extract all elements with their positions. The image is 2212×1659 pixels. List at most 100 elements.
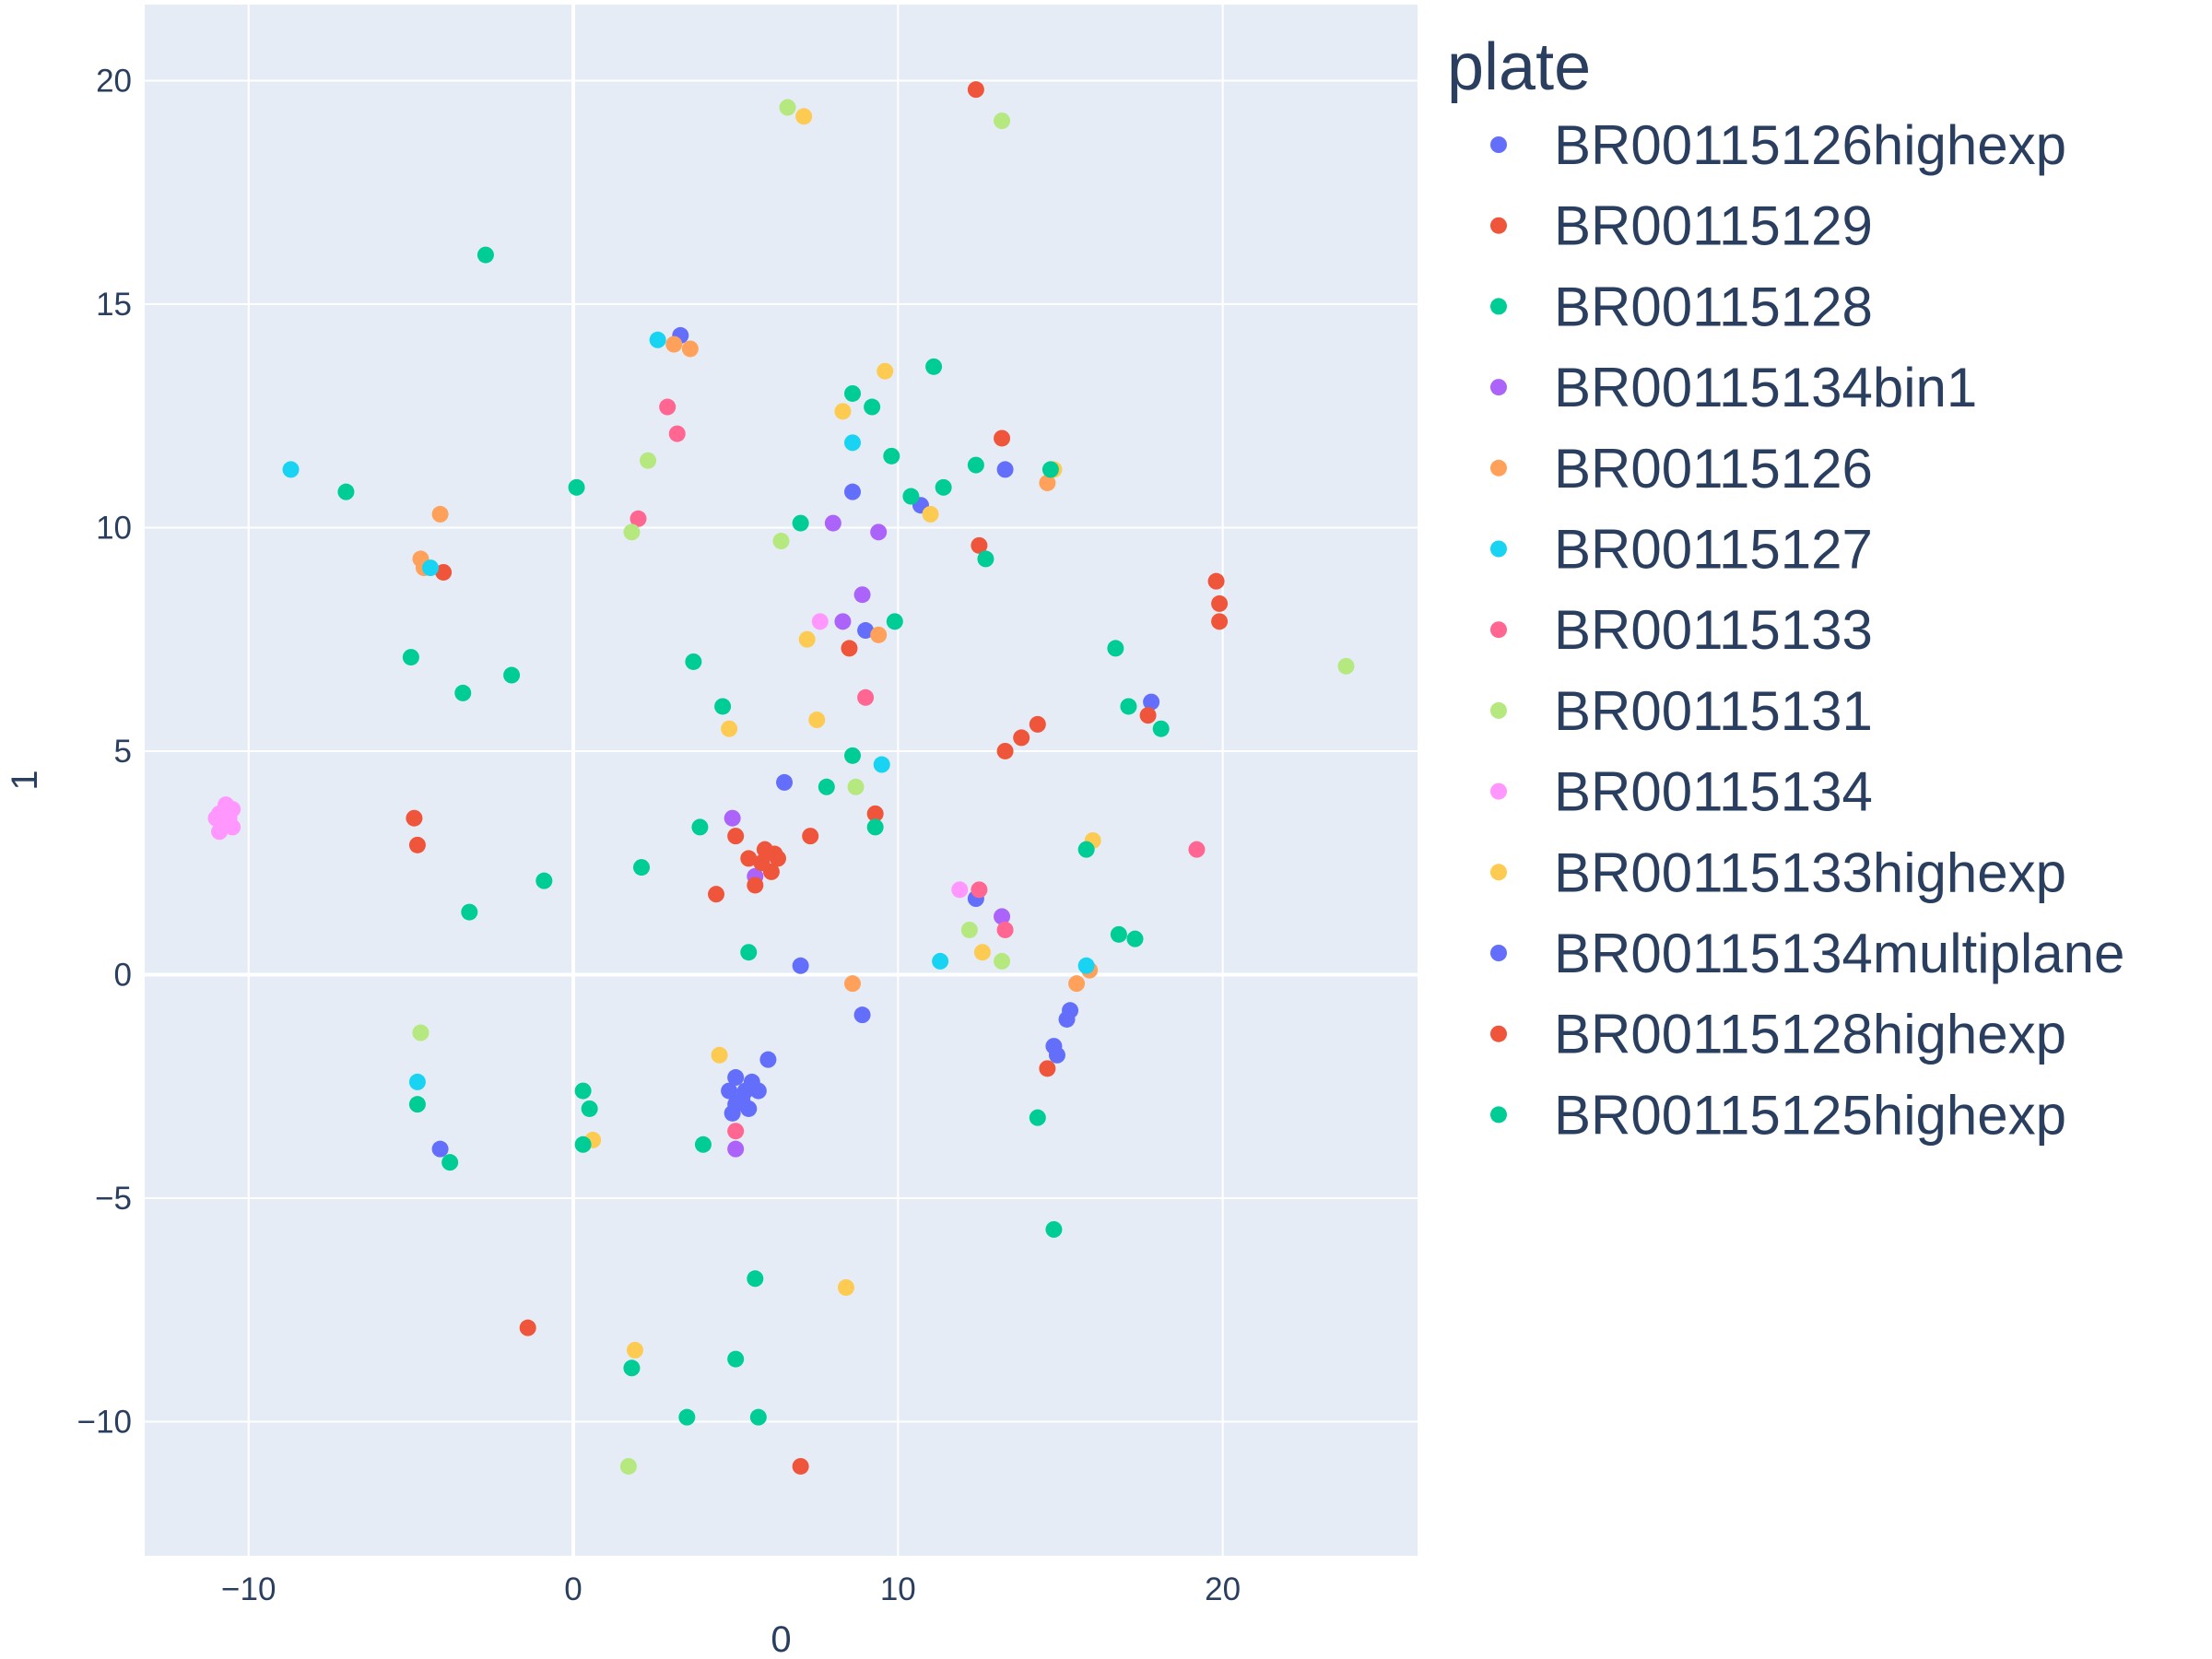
- data-point: [629, 510, 647, 527]
- legend-items[interactable]: BR00115126highexp BR00115129 BR00115128 BR0…: [1490, 114, 2124, 1146]
- data-point: [581, 1100, 598, 1117]
- data-point: [925, 358, 943, 375]
- legend-item[interactable]: BR00115131: [1490, 680, 1873, 742]
- data-point: [922, 505, 939, 523]
- legend-label: BR00115127: [1554, 519, 1873, 581]
- data-point: [668, 425, 686, 442]
- data-point: [678, 1408, 696, 1426]
- legend-label: BR00115126: [1554, 438, 1873, 500]
- data-point: [659, 398, 677, 416]
- legend-marker: [1490, 540, 1507, 558]
- data-point: [740, 1100, 758, 1117]
- legend-item[interactable]: BR00115126highexp: [1490, 114, 2066, 176]
- series-5: [282, 331, 1095, 1090]
- series-1: [406, 81, 1229, 1077]
- legend-marker: [1490, 1106, 1507, 1124]
- data-point: [218, 796, 235, 814]
- data-point: [798, 630, 816, 648]
- data-point: [337, 483, 355, 500]
- x-tick-label: −10: [221, 1571, 276, 1607]
- data-point: [461, 903, 478, 921]
- data-point: [1188, 841, 1206, 858]
- legend[interactable]: plate BR00115126highexpBR00115129BR00115…: [1447, 30, 2124, 1146]
- data-point: [1039, 474, 1056, 491]
- x-tick-labels: −10 0 10 20: [221, 1571, 1241, 1607]
- data-point: [441, 1154, 459, 1171]
- legend-item[interactable]: BR00115125highexp: [1490, 1084, 2066, 1146]
- legend-label: BR00115126highexp: [1554, 114, 2066, 176]
- legend-item[interactable]: BR00115127: [1490, 519, 1873, 581]
- data-point: [1152, 720, 1170, 737]
- data-point: [834, 613, 852, 630]
- y-tick-label: 10: [96, 510, 132, 546]
- data-point: [1211, 594, 1229, 612]
- data-point: [724, 1104, 741, 1122]
- y-axis-title: 1: [5, 770, 45, 790]
- data-point: [853, 1006, 871, 1024]
- legend-label: BR00115134: [1554, 761, 1873, 823]
- data-point: [837, 1278, 854, 1296]
- legend-label: BR00115131: [1554, 680, 1873, 742]
- data-point: [886, 613, 903, 630]
- data-point: [282, 461, 300, 478]
- data-point: [727, 1140, 745, 1158]
- data-point: [759, 1051, 777, 1068]
- data-point: [431, 1140, 449, 1158]
- data-point: [802, 828, 819, 845]
- data-point: [1077, 841, 1095, 858]
- data-point: [477, 246, 494, 264]
- data-point: [435, 563, 453, 581]
- series-2: [337, 246, 1063, 1426]
- legend-item[interactable]: BR00115129: [1490, 195, 1873, 257]
- data-point: [877, 362, 894, 380]
- data-point: [740, 944, 758, 961]
- data-point: [1013, 729, 1030, 747]
- data-point: [1207, 572, 1225, 590]
- data-point: [623, 1359, 641, 1377]
- data-point: [932, 952, 949, 970]
- data-point: [727, 1123, 745, 1140]
- data-point: [857, 622, 875, 640]
- data-point: [811, 613, 829, 630]
- data-points: [207, 81, 1355, 1475]
- data-point: [996, 742, 1014, 759]
- data-point: [408, 1073, 426, 1090]
- data-point: [721, 720, 738, 737]
- legend-item[interactable]: BR00115133: [1490, 599, 1873, 661]
- data-point: [841, 640, 858, 657]
- y-tick-label: −10: [77, 1404, 132, 1440]
- data-point: [412, 1024, 429, 1041]
- data-point: [902, 488, 920, 505]
- grid-lines: [145, 5, 1418, 1556]
- data-point: [994, 429, 1011, 447]
- legend-item[interactable]: BR00115126: [1490, 438, 1873, 500]
- data-point: [779, 99, 796, 116]
- data-point: [762, 863, 780, 880]
- data-point: [1337, 657, 1355, 675]
- data-point: [973, 944, 991, 961]
- data-point: [224, 818, 241, 836]
- legend-item[interactable]: BR00115134multiplane: [1490, 923, 2124, 984]
- data-point: [454, 684, 472, 701]
- data-point: [714, 698, 732, 715]
- data-point: [792, 514, 809, 532]
- data-point: [1029, 1109, 1046, 1126]
- data-point: [1045, 1220, 1063, 1238]
- data-point: [844, 384, 862, 402]
- legend-item[interactable]: BR00115133highexp: [1490, 841, 2066, 903]
- legend-item[interactable]: BR00115128highexp: [1490, 1004, 2066, 1065]
- legend-item[interactable]: BR00115134: [1490, 761, 1873, 823]
- data-point: [844, 434, 862, 452]
- data-point: [808, 712, 826, 729]
- data-point: [1143, 693, 1160, 711]
- data-point: [866, 805, 884, 822]
- legend-item[interactable]: BR00115134bin1: [1490, 357, 1977, 418]
- data-point: [724, 809, 741, 827]
- legend-label: BR00115129: [1554, 195, 1873, 257]
- legend-item[interactable]: BR00115128: [1490, 276, 1873, 337]
- data-point: [747, 1270, 764, 1288]
- data-point: [740, 850, 758, 867]
- data-point: [519, 1319, 536, 1336]
- data-point: [769, 850, 786, 867]
